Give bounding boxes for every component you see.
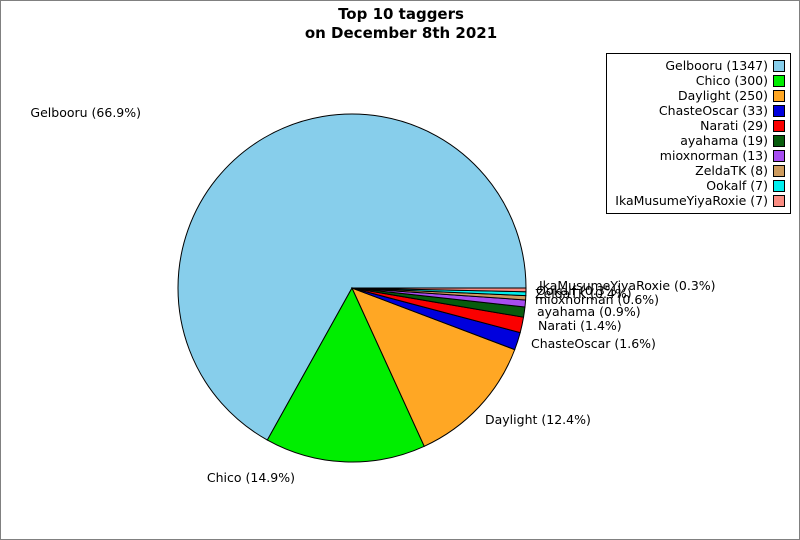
legend-item-label: Narati (29) <box>700 118 768 133</box>
legend-item-label: Ookalf (7) <box>706 178 768 193</box>
legend-color-swatch <box>773 59 785 72</box>
pie-slice-label: ZeldaTK (0.4%) <box>535 286 632 301</box>
pie-slice[interactable]: Chico (14.9%) <box>266 286 425 463</box>
pie-slice-label: Narati (1.4%) <box>538 318 622 333</box>
pie-slice-label: ChasteOscar (1.6%) <box>531 336 656 351</box>
legend-color-swatch <box>773 89 785 102</box>
legend-item-label: ayahama (19) <box>680 133 768 148</box>
legend-item[interactable]: Chico (300) <box>611 73 785 88</box>
legend-item[interactable]: Gelbooru (1347) <box>611 58 785 73</box>
legend-color-swatch <box>773 104 785 117</box>
pie-slice[interactable]: IkaMusumeYiyaRoxie (0.3%) <box>351 287 527 293</box>
pie-svg: Gelbooru (66.9%)Chico (14.9%)Daylight (1… <box>177 113 527 463</box>
legend-color-swatch <box>773 119 785 132</box>
pie-slice-label: Gelbooru (66.9%) <box>30 105 141 120</box>
legend-item[interactable]: IkaMusumeYiyaRoxie (7) <box>611 193 785 208</box>
legend-item-label: ZeldaTK (8) <box>695 163 768 178</box>
chart-title: Top 10 taggers on December 8th 2021 <box>304 5 498 42</box>
legend-item[interactable]: mioxnorman (13) <box>611 148 785 163</box>
legend-color-swatch <box>773 134 785 147</box>
legend-color-swatch <box>773 164 785 177</box>
pie-slice-label: ayahama (0.9%) <box>537 304 641 319</box>
legend-color-swatch <box>773 149 785 162</box>
legend-box: Gelbooru (1347) Chico (300) Daylight (250)… <box>606 53 791 214</box>
pie-chart-area: Gelbooru (66.9%)Chico (14.9%)Daylight (1… <box>177 113 527 463</box>
legend-item[interactable]: Daylight (250) <box>611 88 785 103</box>
legend-item-label: Gelbooru (1347) <box>665 58 768 73</box>
pie-slice[interactable]: Gelbooru (66.9%) <box>177 113 527 441</box>
legend-item-label: ChasteOscar (33) <box>658 103 768 118</box>
legend-item-label: mioxnorman (13) <box>659 148 768 163</box>
pie-slice-label: Daylight (12.4%) <box>485 412 591 427</box>
legend-item[interactable]: ChasteOscar (33) <box>611 103 785 118</box>
legend-item-label: Chico (300) <box>695 73 768 88</box>
legend-color-swatch <box>773 179 785 192</box>
pie-slice-label: mioxnorman (0.6%) <box>535 292 660 307</box>
legend-item[interactable]: ZeldaTK (8) <box>611 163 785 178</box>
pie-slice-label: Chico (14.9%) <box>206 470 295 485</box>
pie-slice-label: Ookalf (0.3%) <box>536 283 622 298</box>
legend-item[interactable]: ayahama (19) <box>611 133 785 148</box>
legend-item-label: IkaMusumeYiyaRoxie (7) <box>615 193 768 208</box>
legend-item[interactable]: Ookalf (7) <box>611 178 785 193</box>
legend-color-swatch <box>773 194 785 207</box>
pie-slice-label: IkaMusumeYiyaRoxie (0.3%) <box>539 278 716 293</box>
legend-item-label: Daylight (250) <box>678 88 768 103</box>
legend-color-swatch <box>773 74 785 87</box>
legend-item[interactable]: Narati (29) <box>611 118 785 133</box>
pie-slice[interactable]: Daylight (12.4%) <box>351 287 516 447</box>
